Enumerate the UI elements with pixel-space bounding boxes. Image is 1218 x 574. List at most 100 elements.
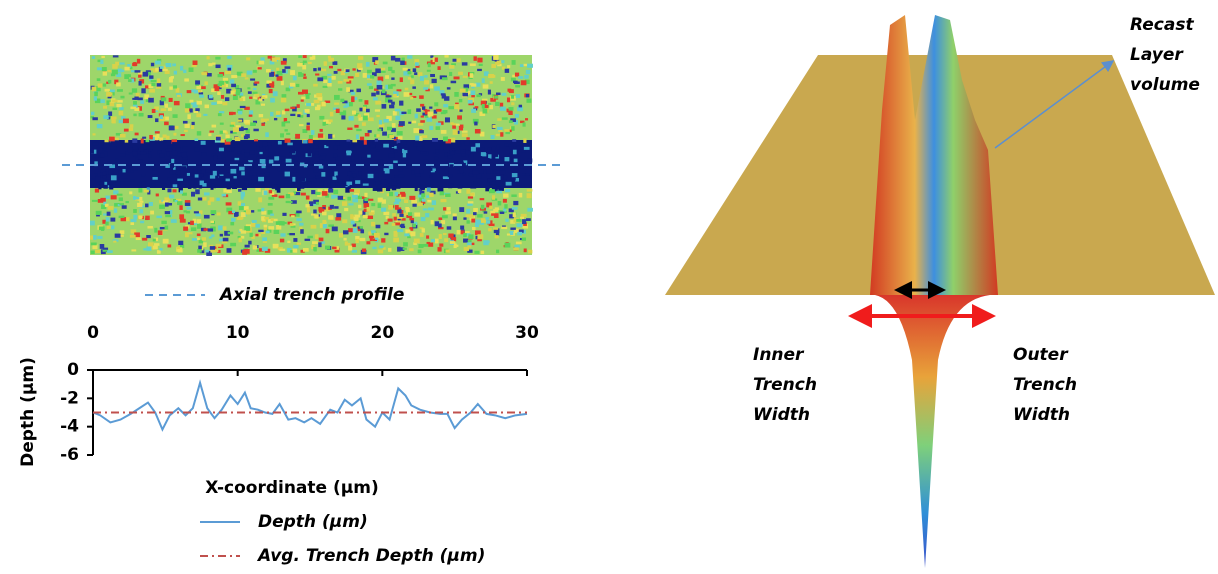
speckle [162,134,167,138]
speckle [117,68,123,73]
speckle [310,130,315,135]
speckle [230,221,235,226]
speckle [187,186,192,189]
speckle [446,226,452,230]
speckle [452,58,457,62]
speckle [421,106,426,110]
speckle [201,197,207,201]
speckle [471,108,477,113]
speckle [384,97,391,103]
speckle [527,158,533,163]
speckle [438,217,443,221]
speckle [299,222,304,226]
speckle [462,172,466,176]
speckle [300,229,304,234]
speckle [294,156,299,161]
speckle [102,249,108,252]
speckle [462,92,468,97]
speckle [132,97,137,100]
speckle [388,66,393,71]
speckle [497,118,502,121]
speckle [206,73,212,77]
speckle [330,182,336,186]
speckle [477,214,483,218]
speckle [362,183,369,186]
speckle [496,92,501,95]
speckle [193,222,200,226]
speckle [108,225,115,230]
speckle [94,188,100,193]
speckle [133,214,138,220]
speckle [317,77,324,82]
speckle [313,99,320,104]
speckle [128,79,132,82]
speckle [401,218,406,221]
speckle [167,177,171,181]
speckle [439,144,444,150]
speckle [350,91,356,95]
speckle [218,174,224,178]
speckle [154,227,158,233]
speckle [359,237,366,242]
speckle [226,189,232,194]
speckle [355,238,359,244]
speckle [380,174,387,177]
speckle [418,122,424,126]
speckle [255,223,260,228]
speckle [491,74,496,78]
speckle [347,127,353,130]
speckle [511,95,515,99]
speckle [356,69,361,72]
speckle [216,161,220,164]
speckle [191,161,196,165]
speckle [256,146,260,151]
speckle [201,72,207,76]
speckle [257,209,264,212]
speckle [241,73,247,77]
speckle [270,218,274,222]
speckle [238,206,244,211]
speckle [393,93,397,97]
speckle [411,170,415,175]
speckle [349,176,354,180]
speckle [371,221,376,227]
speckle [336,213,342,218]
speckle [468,234,474,239]
speckle [104,181,108,185]
speckle [416,146,423,151]
speckle [381,238,386,243]
speckle [383,211,390,216]
annotation: Width [1013,405,1070,425]
speckle [239,95,243,99]
speckle [113,240,117,243]
speckle [251,235,255,239]
speckle [178,240,184,245]
speckle [214,139,221,143]
speckle [415,173,421,177]
speckle [363,139,367,145]
speckle [354,113,359,117]
speckle [403,242,408,247]
speckle [208,236,213,239]
speckle [144,149,149,154]
speckle [414,212,421,217]
speckle [526,98,532,103]
speckle [196,85,202,90]
speckle [467,99,473,104]
speckle [198,92,204,95]
speckle [363,203,370,208]
speckle [365,108,370,113]
speckle [404,147,409,151]
speckle [137,159,142,165]
speckle [295,83,300,88]
speckle [485,187,490,192]
speckle [351,97,358,101]
speckle [226,184,231,190]
speckle [243,157,248,160]
speckle [203,113,208,116]
speckle [124,217,130,222]
speckle [489,104,494,110]
speckle [513,158,518,163]
speckle [358,165,362,168]
